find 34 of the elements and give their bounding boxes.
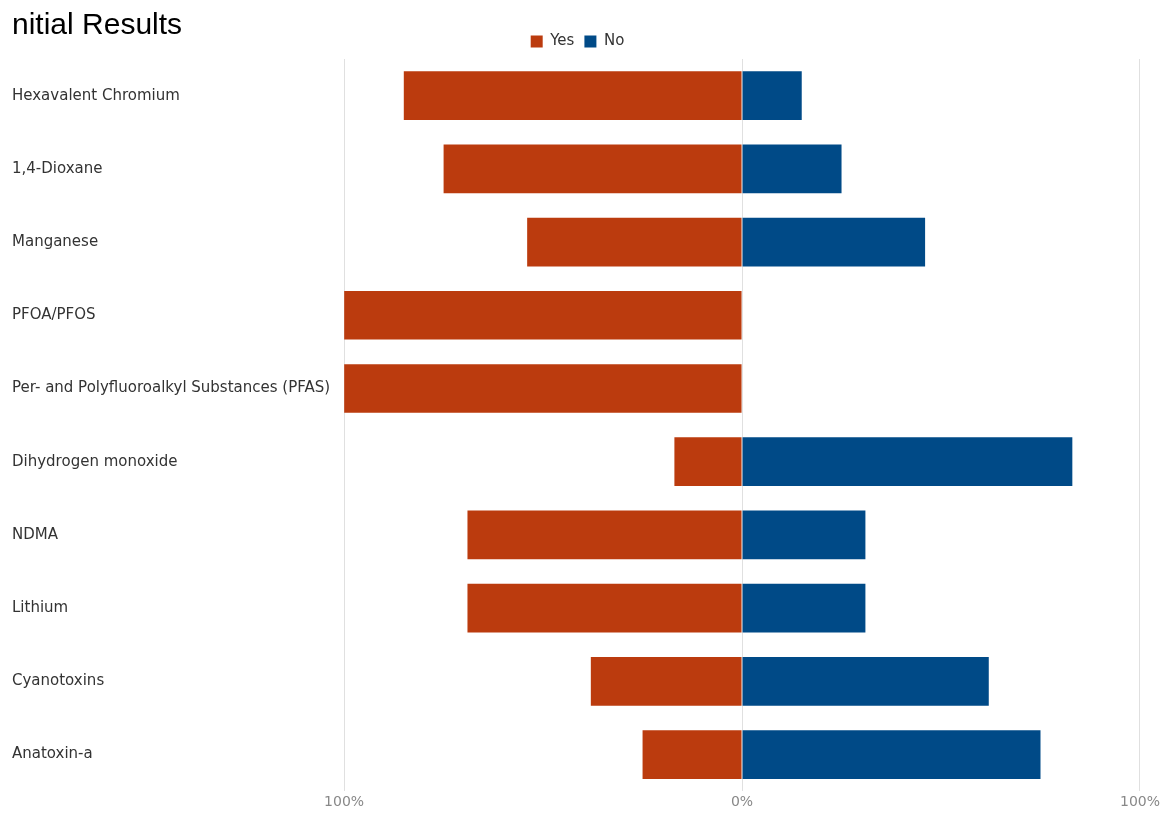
y-tick-label: PFOA/PFOS bbox=[12, 305, 96, 324]
x-tick-label: 100% bbox=[324, 793, 365, 810]
bar bbox=[742, 657, 989, 706]
y-tick-label: 1,4-Dioxane bbox=[12, 158, 103, 177]
bar bbox=[467, 510, 742, 560]
bar bbox=[742, 217, 926, 267]
legend-label: No bbox=[603, 31, 625, 50]
bar bbox=[742, 510, 866, 560]
bar bbox=[467, 583, 742, 633]
bar bbox=[742, 437, 1073, 487]
y-tick-label: Hexavalent Chromium bbox=[12, 85, 180, 104]
y-tick-label: Cyanotoxins bbox=[12, 671, 105, 690]
bar bbox=[642, 730, 742, 779]
bar bbox=[344, 364, 742, 413]
bar bbox=[403, 71, 742, 120]
x-tick-label: 0% bbox=[730, 793, 754, 810]
y-tick-label: Per- and Polyfluoroalkyl Substances (PFAS) bbox=[12, 378, 331, 397]
y-tick-label: NDMA bbox=[12, 524, 59, 543]
bar bbox=[527, 217, 742, 267]
bar bbox=[742, 71, 802, 120]
bar bbox=[344, 290, 742, 340]
y-tick-label: Anatoxin-a bbox=[12, 744, 93, 763]
bar bbox=[443, 144, 742, 194]
x-tick-label: 100% bbox=[1119, 793, 1160, 810]
y-tick-label: Manganese bbox=[12, 231, 99, 250]
bar bbox=[742, 730, 1041, 779]
legend-label: Yes bbox=[549, 31, 575, 50]
y-tick-label: Lithium bbox=[12, 598, 69, 617]
bar bbox=[742, 583, 866, 633]
bar bbox=[742, 144, 842, 194]
text: nitial Results bbox=[12, 7, 183, 41]
bar bbox=[590, 657, 742, 706]
bar bbox=[674, 437, 742, 487]
y-tick-label: Dihydrogen monoxide bbox=[12, 451, 178, 470]
